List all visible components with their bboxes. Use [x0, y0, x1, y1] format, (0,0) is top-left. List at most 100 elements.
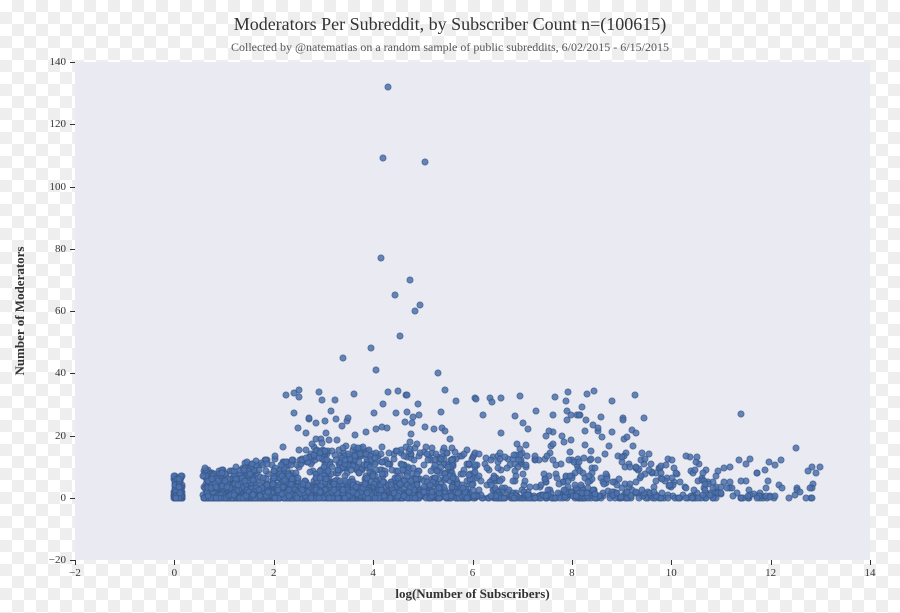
scatter-point [372, 494, 379, 501]
scatter-point [441, 387, 448, 394]
scatter-point [567, 436, 574, 443]
x-tick-mark [174, 560, 175, 565]
scatter-point [617, 493, 624, 500]
scatter-point [468, 482, 475, 489]
scatter-point [514, 463, 521, 470]
scatter-point [414, 441, 421, 448]
scatter-point [364, 490, 371, 497]
scatter-point [407, 276, 414, 283]
scatter-point [463, 494, 470, 501]
scatter-point [718, 490, 725, 497]
scatter-point [380, 400, 387, 407]
scatter-point [431, 457, 438, 464]
y-tick-mark [70, 62, 75, 63]
scatter-point [666, 482, 673, 489]
scatter-point [438, 408, 445, 415]
scatter-point [353, 483, 360, 490]
scatter-point [473, 396, 480, 403]
y-axis-label: Number of Moderators [12, 211, 28, 411]
x-tick-label: 0 [172, 567, 178, 579]
scatter-point [441, 427, 448, 434]
scatter-point [601, 451, 608, 458]
scatter-point [328, 408, 335, 415]
scatter-point [683, 485, 690, 492]
scatter-point [808, 494, 815, 501]
scatter-point [797, 488, 804, 495]
scatter-point [806, 485, 813, 492]
scatter-point [305, 414, 312, 421]
y-tick-label: 100 [34, 181, 66, 193]
scatter-point [523, 441, 530, 448]
scatter-point [326, 494, 333, 501]
scatter-point [295, 446, 302, 453]
scatter-point [453, 398, 460, 405]
scatter-point [249, 491, 256, 498]
y-tick-label: 80 [34, 243, 66, 255]
y-tick-mark [70, 311, 75, 312]
scatter-point [361, 481, 368, 488]
scatter-point [436, 485, 443, 492]
scatter-point [242, 477, 249, 484]
scatter-point [737, 477, 744, 484]
scatter-point [279, 483, 286, 490]
x-axis-label: log(Number of Subscribers) [373, 586, 573, 602]
scatter-point [566, 457, 573, 464]
scatter-point [746, 455, 753, 462]
scatter-point [779, 485, 786, 492]
scatter-point [336, 477, 343, 484]
scatter-point [449, 474, 456, 481]
scatter-point [599, 433, 606, 440]
scatter-point [744, 493, 751, 500]
scatter-point [352, 432, 359, 439]
scatter-point [316, 389, 323, 396]
scatter-point [442, 474, 449, 481]
scatter-point [699, 469, 706, 476]
scatter-point [631, 392, 638, 399]
scatter-point [212, 494, 219, 501]
scatter-point [558, 433, 565, 440]
scatter-point [626, 480, 633, 487]
scatter-point [564, 389, 571, 396]
scatter-point [461, 450, 468, 457]
scatter-point [294, 424, 301, 431]
scatter-point [521, 477, 528, 484]
scatter-point [312, 420, 319, 427]
x-tick-label: 12 [765, 567, 776, 579]
scatter-point [409, 465, 416, 472]
x-tick-label: 14 [865, 567, 876, 579]
y-tick-mark [70, 249, 75, 250]
scatter-point [813, 469, 820, 476]
scatter-point [448, 456, 455, 463]
scatter-point [404, 473, 411, 480]
scatter-point [517, 445, 524, 452]
scatter-point [316, 488, 323, 495]
scatter-point [310, 451, 317, 458]
scatter-point [377, 255, 384, 262]
scatter-point [561, 439, 568, 446]
scatter-point [401, 419, 408, 426]
x-tick-mark [572, 560, 573, 565]
scatter-point [477, 477, 484, 484]
scatter-point [626, 463, 633, 470]
scatter-point [394, 387, 401, 394]
scatter-point [446, 436, 453, 443]
scatter-point [592, 491, 599, 498]
scatter-point [434, 370, 441, 377]
scatter-point [385, 388, 392, 395]
scatter-point [175, 476, 182, 483]
scatter-point [437, 455, 444, 462]
y-tick-mark [70, 187, 75, 188]
scatter-point [328, 448, 335, 455]
y-tick-label: 20 [34, 430, 66, 442]
y-tick-mark [70, 124, 75, 125]
scatter-point [567, 472, 574, 479]
scatter-point [619, 416, 626, 423]
scatter-point [324, 457, 331, 464]
chart-title: Moderators Per Subreddit, by Subscriber … [0, 14, 900, 35]
scatter-point [387, 482, 394, 489]
scatter-point [424, 456, 431, 463]
scatter-point [278, 462, 285, 469]
scatter-point [271, 452, 278, 459]
scatter-point [489, 399, 496, 406]
scatter-point [633, 479, 640, 486]
